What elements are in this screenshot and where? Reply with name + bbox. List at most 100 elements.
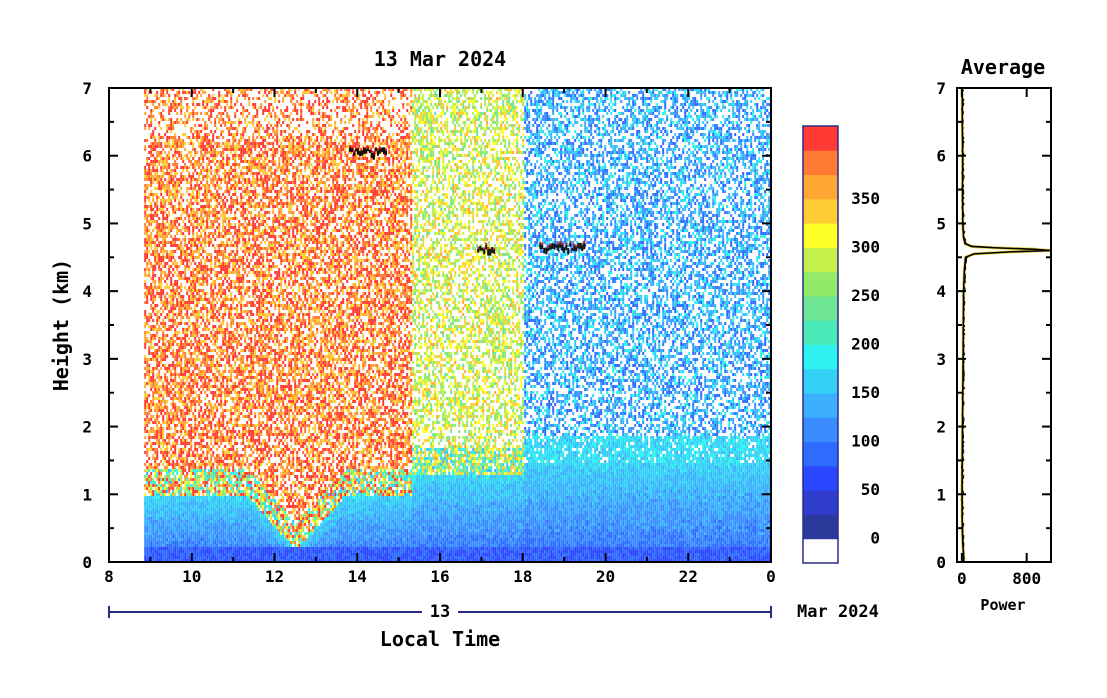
heatmap-cell [202, 508, 204, 511]
heatmap-cell [202, 193, 204, 196]
heatmap-cell [188, 394, 190, 397]
heatmap-cell [204, 169, 206, 172]
heatmap-cell [152, 337, 154, 340]
heatmap-cell [178, 184, 180, 187]
heatmap-cell [152, 220, 154, 223]
heatmap-cell [178, 469, 180, 472]
heatmap-cell [146, 226, 148, 229]
heatmap-cell [208, 268, 210, 271]
heatmap-cell [158, 535, 160, 538]
heatmap-cell [190, 247, 192, 250]
heatmap-cell [190, 181, 192, 184]
heatmap-cell [208, 451, 210, 454]
heatmap-cell [158, 496, 160, 499]
heatmap-cell [160, 241, 162, 244]
heatmap-cell [160, 538, 162, 541]
heatmap-cell [210, 460, 212, 463]
heatmap-cell [162, 352, 164, 355]
heatmap-cell [146, 430, 148, 433]
heatmap-cell [168, 367, 170, 370]
heatmap-cell [186, 388, 188, 391]
heatmap-cell [190, 511, 192, 514]
heatmap-cell [148, 484, 150, 487]
heatmap-cell [172, 394, 174, 397]
heatmap-cell [192, 175, 194, 178]
heatmap-cell [188, 289, 190, 292]
heatmap-cell [178, 142, 180, 145]
heatmap-cell [182, 523, 184, 526]
heatmap-cell [162, 433, 164, 436]
heatmap-cell [150, 487, 152, 490]
heatmap-cell [174, 358, 176, 361]
heatmap-cell [150, 175, 152, 178]
heatmap-cell [152, 130, 154, 133]
heatmap-cell [164, 274, 166, 277]
heatmap-cell [154, 403, 156, 406]
heatmap-cell [196, 190, 198, 193]
heatmap-cell [146, 286, 148, 289]
heatmap-cell [204, 358, 206, 361]
heatmap-cell [192, 238, 194, 241]
heatmap-cell [212, 106, 214, 109]
heatmap-cell [198, 190, 200, 193]
heatmap-cell [144, 334, 146, 337]
heatmap-cell [208, 100, 210, 103]
heatmap-cell [190, 496, 192, 499]
heatmap-cell [190, 520, 192, 523]
heatmap-cell [164, 328, 166, 331]
heatmap-cell [154, 358, 156, 361]
heatmap-cell [164, 307, 166, 310]
heatmap-cell [144, 241, 146, 244]
heatmap-cell [176, 268, 178, 271]
heatmap-cell [182, 262, 184, 265]
heatmap-cell [152, 145, 154, 148]
heatmap-cell [210, 256, 212, 259]
heatmap-cell [194, 238, 196, 241]
heatmap-cell [156, 532, 158, 535]
heatmap-cell [200, 370, 202, 373]
heatmap-cell [200, 217, 202, 220]
heatmap-cell [162, 337, 164, 340]
heatmap-cell [210, 160, 212, 163]
heatmap-cell [174, 517, 176, 520]
heatmap-cell [160, 460, 162, 463]
heatmap-cell [148, 481, 150, 484]
heatmap-cell [188, 535, 190, 538]
heatmap-cell [172, 292, 174, 295]
heatmap-cell [162, 136, 164, 139]
heatmap-cell [188, 118, 190, 121]
heatmap-cell [152, 307, 154, 310]
heatmap-cell [150, 538, 152, 541]
heatmap-cell [182, 415, 184, 418]
heatmap-cell [194, 328, 196, 331]
heatmap-cell [174, 211, 176, 214]
heatmap-cell [202, 211, 204, 214]
heatmap-cell [184, 487, 186, 490]
heatmap-cell [172, 250, 174, 253]
heatmap-cell [198, 268, 200, 271]
heatmap-cell [148, 367, 150, 370]
heatmap-cell [210, 364, 212, 367]
heatmap-cell [212, 181, 214, 184]
heatmap-cell [152, 370, 154, 373]
heatmap-cell [152, 484, 154, 487]
heatmap-cell [146, 160, 148, 163]
heatmap-cell [196, 382, 198, 385]
heatmap-cell [150, 493, 152, 496]
heatmap-cell [200, 316, 202, 319]
heatmap-cell [186, 514, 188, 517]
heatmap-cell [156, 544, 158, 547]
heatmap-cell [170, 526, 172, 529]
heatmap-cell [208, 310, 210, 313]
heatmap-cell [198, 553, 200, 556]
heatmap-cell [208, 169, 210, 172]
heatmap-cell [176, 145, 178, 148]
heatmap-cell [188, 541, 190, 544]
heatmap-cell [210, 523, 212, 526]
heatmap-cell [160, 346, 162, 349]
heatmap-cell [172, 463, 174, 466]
heatmap-cell [200, 526, 202, 529]
heatmap-cell [158, 244, 160, 247]
heatmap-cell [192, 520, 194, 523]
heatmap-cell [164, 460, 166, 463]
